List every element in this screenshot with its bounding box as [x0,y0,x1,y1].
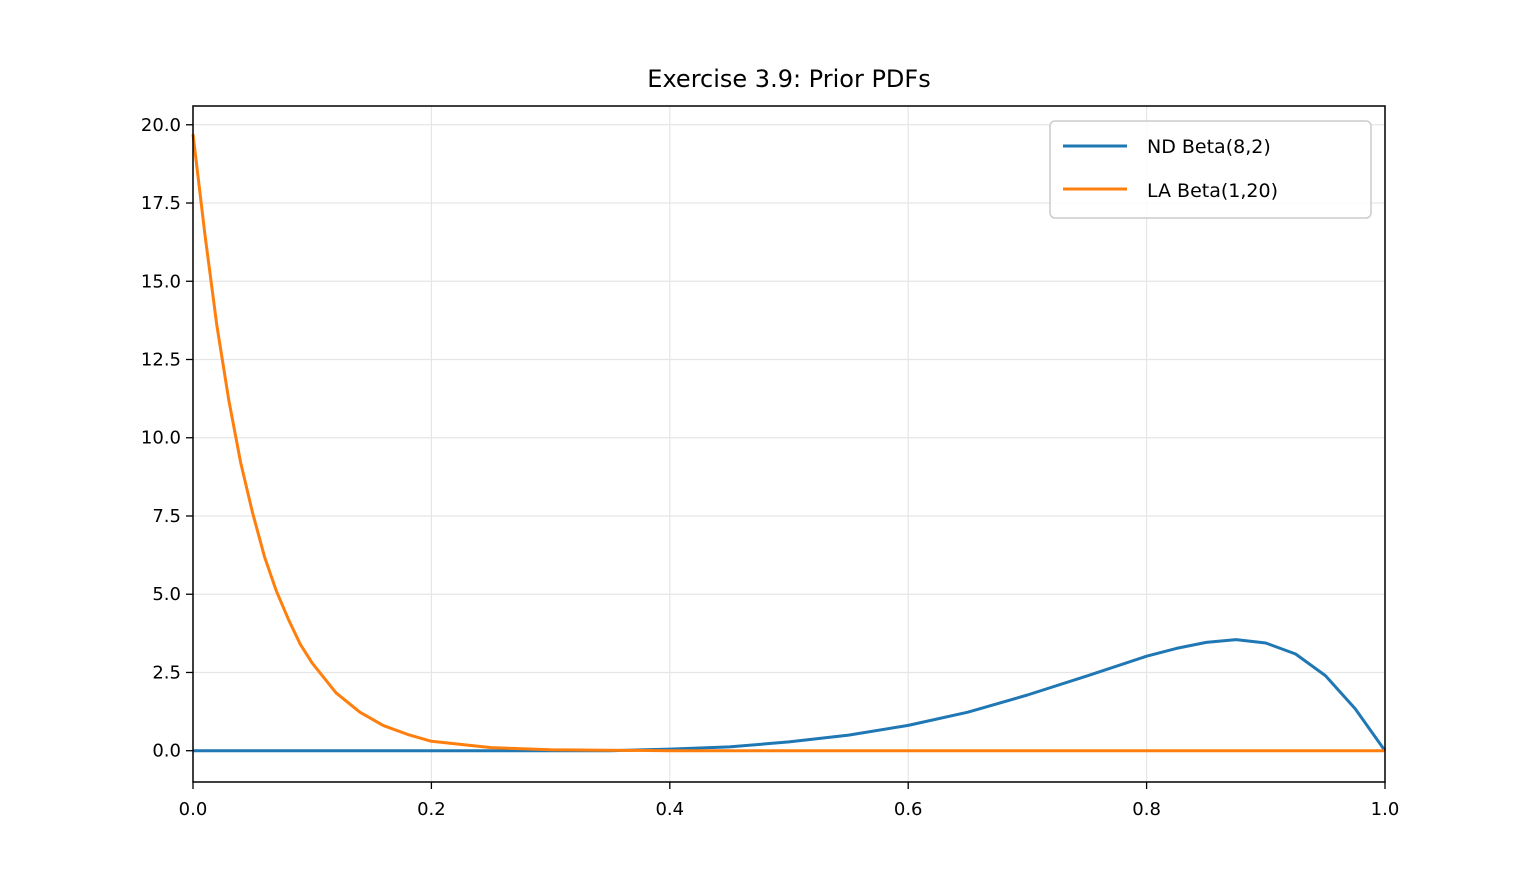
x-tick-label: 0.6 [894,799,923,820]
y-tick-label: 5.0 [152,584,181,605]
grid-lines [192,106,1386,782]
plot-frame [192,105,1386,783]
y-tick-label: 15.0 [141,271,181,292]
x-tick-label: 0.4 [655,799,684,820]
x-axis: 0.0 0.2 0.4 0.6 0.8 1.0 [179,782,1400,820]
y-tick-label: 10.0 [141,428,181,449]
legend-label-la: LA Beta(1,20) [1147,180,1278,202]
y-tick-label: 0.0 [152,741,181,762]
x-tick-label: 0.8 [1132,799,1161,820]
chart-title: Exercise 3.9: Prior PDFs [647,65,930,93]
legend-box [1049,120,1372,219]
x-tick-label: 0.0 [179,799,208,820]
y-tick-label: 2.5 [152,662,181,683]
series-line-0 [193,638,1387,753]
y-tick-label: 20.0 [141,115,181,136]
x-tick-label: 1.0 [1371,799,1400,820]
legend: ND Beta(8,2) LA Beta(1,20) [1049,120,1372,219]
legend-label-nd: ND Beta(8,2) [1147,136,1271,158]
y-tick-label: 17.5 [141,193,181,214]
plot-series [191,134,1387,753]
y-axis: 0.0 2.5 5.0 7.5 10.0 12.5 15.0 17.5 20.0 [141,115,193,762]
series-line-1 [191,134,1385,753]
y-tick-label: 12.5 [141,350,181,371]
y-tick-label: 7.5 [152,506,181,527]
x-tick-label: 0.2 [417,799,446,820]
